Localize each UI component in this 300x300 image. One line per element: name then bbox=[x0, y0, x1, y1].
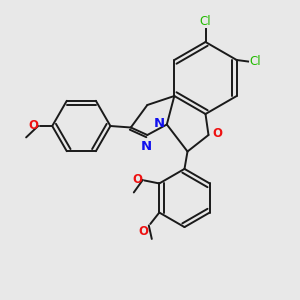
Text: O: O bbox=[212, 127, 222, 140]
Text: Cl: Cl bbox=[200, 15, 211, 28]
Text: O: O bbox=[139, 226, 149, 238]
Text: N: N bbox=[154, 117, 165, 130]
Text: O: O bbox=[133, 173, 143, 186]
Text: N: N bbox=[140, 140, 152, 153]
Text: Cl: Cl bbox=[249, 55, 261, 68]
Text: O: O bbox=[28, 119, 38, 133]
